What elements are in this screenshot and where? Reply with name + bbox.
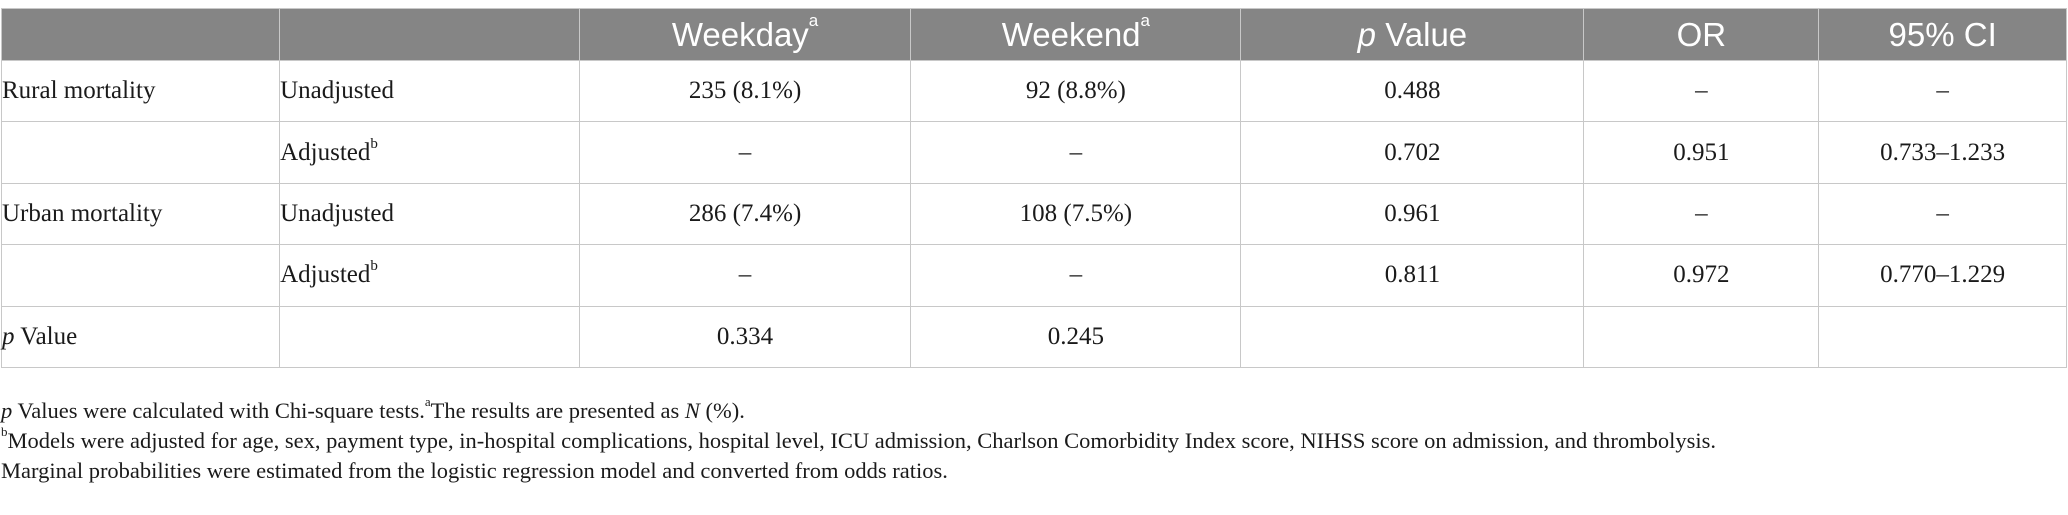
or-cell [1583,305,1820,368]
footnote-n-symbol: N [684,398,700,423]
table-row: Urban mortality Unadjusted 286 (7.4%) 10… [0,182,2067,246]
or-cell: 0.972 [1583,244,1820,307]
header-weekend-label: Weekend [1001,15,1141,53]
header-model [279,8,580,61]
header-weekend-footnote-mark: a [1140,10,1151,30]
group-cell [0,244,281,307]
model-label: Adjusted [280,261,371,289]
pvalue-cell: 0.488 [1240,59,1585,123]
model-cell: Adjustedb [279,244,580,307]
header-weekday-footnote-mark: a [808,10,819,30]
table-footnotes: p Values were calculated with Chi-square… [1,394,2061,486]
weekend-cell: 92 (8.8%) [910,59,1242,123]
weekend-cell: – [910,121,1242,184]
pvalue-cell: 0.702 [1240,121,1585,184]
header-weekday: Weekdaya [578,8,912,61]
or-cell: 0.951 [1583,121,1820,184]
ci-cell [1818,305,2067,368]
footnote-mark-a: a [424,394,431,409]
weekend-cell: – [910,244,1242,307]
footnote-adjustment: Models were adjusted for age, sex, payme… [7,428,1716,453]
ci-cell: – [1818,182,2067,246]
ci-cell: 0.770–1.229 [1818,244,2067,307]
footnote-line-1: p Values were calculated with Chi-square… [1,394,2061,426]
header-weekday-label: Weekday [671,15,809,53]
pvalue-cell [1240,305,1585,368]
footnote-chi-square: Values were calculated with Chi-square t… [12,398,425,423]
pvalue-cell: 0.811 [1240,244,1585,307]
pvalue-row-label-text: Value [14,322,78,350]
footnote-line-2: bModels were adjusted for age, sex, paym… [1,424,2061,456]
table-row: Rural mortality Unadjusted 235 (8.1%) 92… [0,59,2067,123]
pvalue-row-label-p: p [2,322,15,350]
footnote-line-3: Marginal probabilities were estimated fr… [1,456,2061,486]
header-group [0,8,281,61]
table-row: Adjustedb – – 0.811 0.972 0.770–1.229 [0,244,2067,307]
model-footnote-mark: b [370,135,378,152]
group-cell: Urban mortality [0,182,281,246]
weekday-cell: – [578,121,912,184]
table-row: Adjustedb – – 0.702 0.951 0.733–1.233 [0,121,2067,184]
ci-cell: 0.733–1.233 [1818,121,2067,184]
group-cell: Rural mortality [0,59,281,123]
footnote-p-symbol: p [1,398,13,423]
footnote-marginal: Marginal probabilities were estimated fr… [1,458,948,483]
pvalue-cell: 0.961 [1240,182,1585,246]
model-cell: Adjustedb [279,121,580,184]
weekend-cell: 108 (7.5%) [910,182,1242,246]
header-or-label: OR [1676,15,1727,53]
header-or: OR [1583,8,1820,61]
weekday-cell: 235 (8.1%) [578,59,912,123]
header-row: Weekdaya Weekenda p Value OR 95% CI [0,8,2067,61]
mortality-table: Weekdaya Weekenda p Value OR 95% CI Rura… [0,8,2067,368]
header-weekend: Weekenda [910,8,1242,61]
weekend-pvalue-cell: 0.245 [910,305,1242,368]
weekday-pvalue-cell: 0.334 [578,305,912,368]
model-cell: Unadjusted [279,182,580,246]
model-label: Adjusted [280,138,371,166]
header-pvalue-p: p [1357,15,1377,53]
footnote-percent: (%). [699,398,745,423]
model-label: Unadjusted [280,77,394,105]
group-cell [0,121,281,184]
header-ci: 95% CI [1818,8,2067,61]
or-cell: – [1583,182,1820,246]
model-cell: Unadjusted [279,59,580,123]
model-footnote-mark: b [370,258,378,275]
footnote-presented: The results are presented as [430,398,685,423]
ci-cell: – [1818,59,2067,123]
weekday-cell: 286 (7.4%) [578,182,912,246]
pvalue-row: p Value 0.334 0.245 [0,305,2067,368]
or-cell: – [1583,59,1820,123]
model-label: Unadjusted [280,199,394,227]
footnote-mark-b: b [1,424,8,439]
header-ci-label: 95% CI [1888,15,1997,53]
weekday-cell: – [578,244,912,307]
pvalue-row-label: p Value [0,305,281,368]
header-pvalue-label: Value [1376,15,1468,53]
header-pvalue: p Value [1240,8,1585,61]
model-cell [279,305,580,368]
